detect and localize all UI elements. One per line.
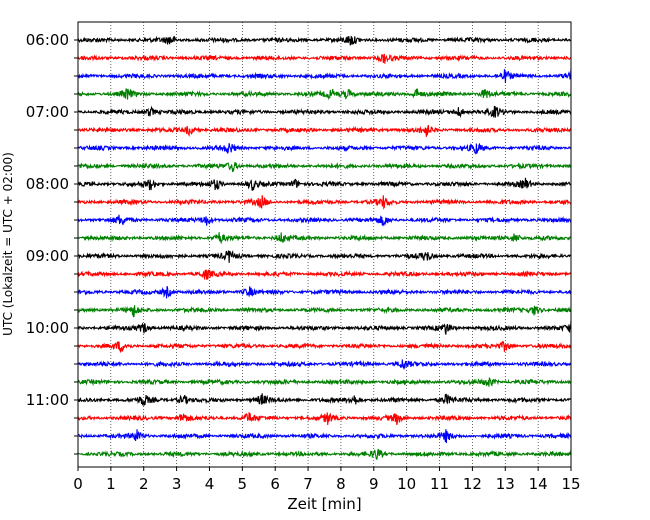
seismic-trace [77,448,572,461]
seismic-trace [77,125,572,137]
x-tick-label: 1 [106,475,116,493]
seismic-trace [77,286,572,299]
seismic-trace [77,53,572,64]
seismic-trace [77,195,572,210]
seismic-trace [77,412,572,426]
y-axis-ticks: 06:00 07:00 08:00 09:00 10:00 11:00 [26,31,78,455]
x-tick-label: 8 [336,475,346,493]
x-tick-label: 10 [397,475,416,493]
seismic-trace [77,214,572,227]
x-tick-label: 14 [529,475,548,493]
y-tick-label: 07:00 [26,103,69,121]
x-tick-label: 0 [73,475,83,493]
y-tick-label: 10:00 [26,319,69,337]
seismic-trace [77,177,572,191]
seismic-trace [77,320,572,335]
seismic-trace [77,359,572,371]
x-tick-label: 5 [238,475,248,493]
seismic-trace [77,340,572,353]
seismic-trace [77,269,572,280]
y-tick-label: 09:00 [26,247,69,265]
x-axis-ticks: 0 1 2 3 4 5 6 7 8 9 10 11 12 13 14 15 [73,467,581,493]
y-axis-label: UTC (Lokalzeit = UTC + 02:00) [1,152,15,336]
seismic-trace [77,105,572,119]
seismic-trace [77,429,572,444]
seismic-trace [77,88,572,101]
x-tick-label: 9 [369,475,379,493]
x-tick-label: 4 [205,475,215,493]
x-tick-label: 11 [430,475,449,493]
x-tick-label: 13 [496,475,515,493]
trace-lines [77,35,572,461]
plot-frame [77,21,572,468]
x-tick-label: 15 [561,475,580,493]
y-tick-label: 06:00 [26,31,69,49]
grid-lines [110,22,539,467]
seismic-trace [77,232,572,245]
seismic-trace [77,305,572,318]
x-axis-label: Zeit [min] [287,495,361,513]
x-tick-label: 2 [139,475,149,493]
seismic-trace [77,377,572,387]
y-tick-label: 11:00 [26,391,69,409]
x-tick-label: 7 [303,475,313,493]
x-tick-label: 12 [463,475,482,493]
y-tick-label: 08:00 [26,175,69,193]
x-tick-label: 6 [270,475,280,493]
seismic-trace [77,68,572,83]
seismic-trace [77,142,572,155]
x-tick-label: 3 [172,475,182,493]
seismic-trace [77,161,572,172]
seismic-trace [77,393,572,407]
seismic-trace [77,250,572,263]
seismic-trace [77,35,572,46]
